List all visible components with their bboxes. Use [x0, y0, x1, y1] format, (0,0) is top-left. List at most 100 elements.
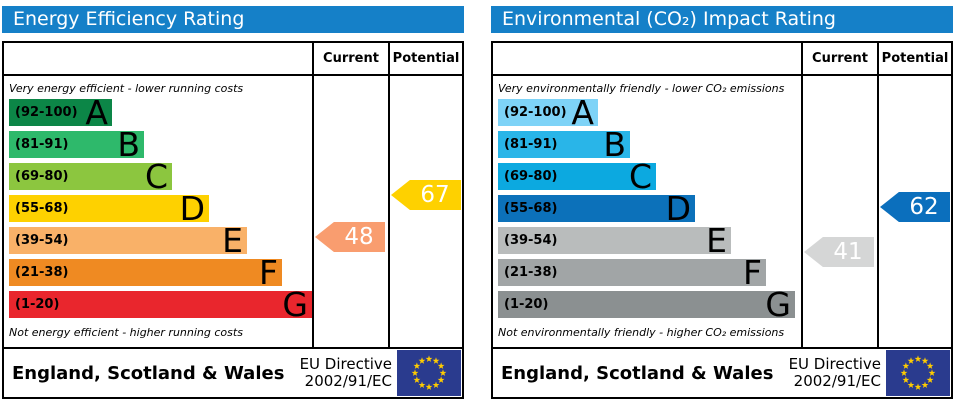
eu-flag-star — [928, 369, 936, 376]
band-letter: G — [282, 285, 308, 324]
band-range: (69-80) — [15, 169, 69, 184]
band-range: (21-38) — [504, 265, 558, 280]
band-letter: B — [117, 125, 140, 164]
eu-flag-star — [432, 381, 440, 389]
eu-flag-star — [914, 355, 922, 362]
eu-flag-star — [437, 376, 445, 383]
band-range: (81-91) — [15, 137, 69, 152]
potential-column: 62 — [877, 76, 951, 347]
band-a: (92-100) A — [498, 93, 598, 132]
band-letter: A — [85, 93, 108, 132]
band-range: (39-54) — [504, 233, 558, 248]
rating-table: Current Potential Very environmentally f… — [491, 41, 953, 399]
band-letter: B — [603, 125, 626, 164]
current-column: 48 — [312, 76, 388, 347]
eu-flag-star — [926, 362, 934, 369]
band-letter: F — [259, 253, 278, 292]
eu-directive-line1: EU Directive — [788, 354, 881, 373]
band-e: (39-54) E — [498, 221, 731, 260]
eu-flag-star — [439, 369, 447, 376]
eu-flag-star — [926, 376, 934, 383]
header-current-label: Current — [312, 43, 388, 76]
header-potential-label: Potential — [388, 43, 462, 76]
eu-flag-star — [914, 383, 922, 390]
panel-title: Environmental (CO₂) Impact Rating — [491, 6, 953, 33]
eu-flag-star — [425, 355, 433, 362]
band-letter: C — [628, 157, 652, 196]
band-letter: D — [665, 189, 691, 228]
potential-rating-arrow: 62 — [880, 192, 950, 222]
footer-row: England, Scotland & Wales EU Directive 2… — [493, 347, 951, 397]
band-c: (69-80) C — [498, 157, 656, 196]
header-spacer-cell — [493, 43, 801, 76]
bottom-caption: Not environmentally friendly - higher CO… — [498, 326, 785, 339]
eu-directive-line2: 2002/91/EC — [304, 372, 392, 390]
potential-rating-arrow: 67 — [391, 180, 461, 210]
band-range: (39-54) — [15, 233, 69, 248]
band-b: (81-91) B — [498, 125, 630, 164]
current-rating-arrow: 48 — [315, 222, 385, 252]
footer-region-label: England, Scotland & Wales — [501, 362, 774, 384]
eu-flag-star — [902, 376, 910, 383]
potential-column: 67 — [388, 76, 462, 347]
band-e: (39-54) E — [9, 221, 247, 260]
eu-flag-star — [902, 362, 910, 369]
eu-flag-star — [437, 362, 445, 369]
band-range: (21-38) — [15, 265, 69, 280]
band-letter: F — [743, 253, 762, 292]
band-f: (21-38) F — [498, 253, 766, 292]
band-c: (69-80) C — [9, 157, 172, 196]
footer-region-label: England, Scotland & Wales — [12, 362, 285, 384]
band-chart-area: Very energy efficient - lower running co… — [4, 76, 312, 347]
band-d: (55-68) D — [498, 189, 695, 228]
eu-flag-star — [921, 357, 929, 364]
footer-row: England, Scotland & Wales EU Directive 2… — [4, 347, 462, 397]
eu-flag-star — [432, 357, 440, 364]
band-range: (92-100) — [504, 105, 567, 120]
band-g: (1-20) G — [9, 285, 312, 324]
eu-flag-star — [425, 383, 433, 390]
band-range: (81-91) — [504, 137, 558, 152]
rating-panel: Environmental (CO₂) Impact Rating Curren… — [491, 6, 953, 399]
eu-flag-star — [413, 362, 421, 369]
band-letter: G — [765, 285, 791, 324]
band-a: (92-100) A — [9, 93, 112, 132]
eu-flag-icon — [886, 350, 950, 396]
panel-title: Energy Efficiency Rating — [2, 6, 464, 33]
eu-directive-text: EU Directive 2002/91/EC — [299, 354, 392, 391]
eu-flag-star — [418, 357, 426, 364]
header-current-label: Current — [801, 43, 877, 76]
band-b: (81-91) B — [9, 125, 144, 164]
eu-flag-star — [900, 369, 908, 376]
header-spacer-cell — [4, 43, 312, 76]
eu-flag-star — [921, 381, 929, 389]
eu-directive-text: EU Directive 2002/91/EC — [788, 354, 881, 391]
band-letter: A — [571, 93, 594, 132]
eu-flag-star — [413, 376, 421, 383]
top-caption: Very environmentally friendly - lower CO… — [498, 82, 785, 95]
band-g: (1-20) G — [498, 285, 795, 324]
band-range: (55-68) — [504, 201, 558, 216]
eu-directive-line1: EU Directive — [299, 354, 392, 373]
band-d: (55-68) D — [9, 189, 209, 228]
band-range: (92-100) — [15, 105, 78, 120]
band-range: (1-20) — [504, 297, 549, 312]
band-range: (55-68) — [15, 201, 69, 216]
band-f: (21-38) F — [9, 253, 282, 292]
eu-flag-star — [907, 357, 915, 364]
current-rating-arrow: 41 — [804, 237, 874, 267]
band-letter: E — [222, 221, 243, 260]
band-range: (1-20) — [15, 297, 60, 312]
eu-flag-star — [411, 369, 419, 376]
current-column: 41 — [801, 76, 877, 347]
rating-panel: Energy Efficiency Rating Current Potenti… — [2, 6, 464, 399]
header-potential-label: Potential — [877, 43, 951, 76]
eu-flag-star — [907, 381, 915, 389]
eu-flag-star — [418, 381, 426, 389]
band-chart-area: Very environmentally friendly - lower CO… — [493, 76, 801, 347]
band-letter: C — [144, 157, 168, 196]
rating-table: Current Potential Very energy efficient … — [2, 41, 464, 399]
eu-directive-line2: 2002/91/EC — [793, 372, 881, 390]
band-letter: D — [179, 189, 205, 228]
band-letter: E — [706, 221, 727, 260]
